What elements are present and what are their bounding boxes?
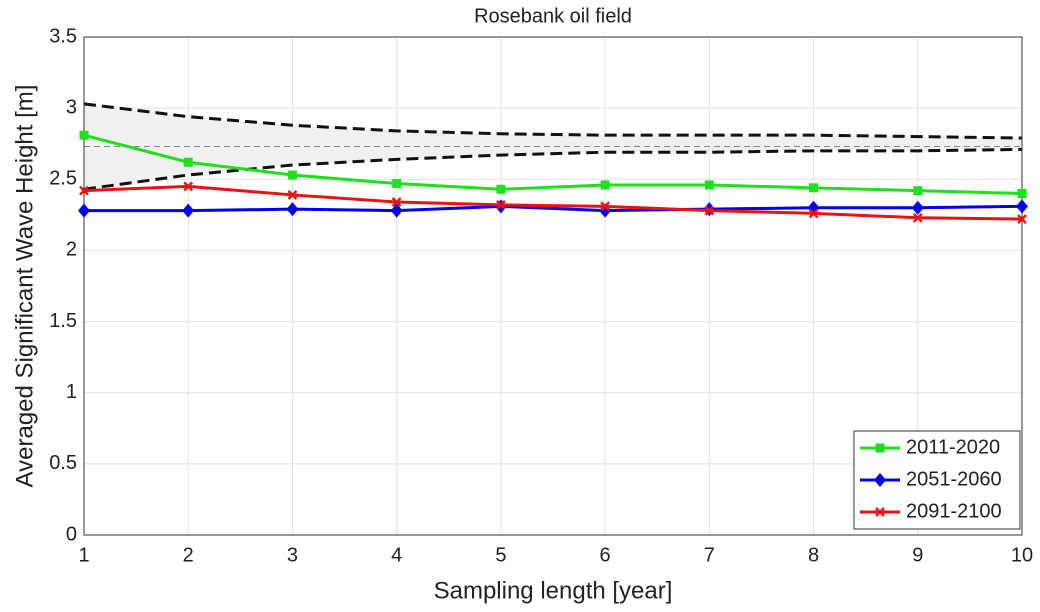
marker — [911, 200, 924, 215]
y-tick-label: 2 — [66, 239, 77, 261]
legend-label: 2091-2100 — [906, 500, 1002, 522]
legend-label: 2011-2020 — [906, 436, 1000, 458]
marker — [78, 203, 90, 218]
y-tick-label: 1 — [66, 381, 77, 403]
marker — [390, 203, 403, 218]
marker — [496, 200, 506, 210]
y-axis-label: Averaged Significant Wave Height [m] — [11, 85, 38, 488]
marker — [182, 203, 195, 218]
legend: 2011-2020 2051-2060 2091-2100 — [853, 430, 1021, 530]
marker — [287, 170, 297, 180]
y-tick-label: 2.5 — [49, 168, 77, 190]
marker — [286, 202, 299, 217]
band-area — [84, 103, 1022, 190]
y-tick-label: 3 — [66, 96, 77, 118]
chart-title: Rosebank oil field — [474, 5, 632, 27]
marker — [287, 190, 298, 200]
legend-marker — [875, 507, 885, 517]
x-tick-label: 4 — [391, 544, 402, 566]
band-bound — [83, 102, 1023, 140]
series-line — [83, 184, 1023, 221]
x-tick-label: 2 — [183, 544, 194, 566]
marker — [1017, 189, 1027, 199]
marker — [79, 130, 89, 140]
x-tick-label: 1 — [78, 544, 89, 566]
x-tick-label: 7 — [704, 544, 715, 566]
x-tick-label: 10 — [1011, 544, 1033, 566]
y-tick-label: 3.5 — [49, 25, 77, 47]
x-tick-label: 3 — [287, 544, 298, 566]
marker — [808, 208, 819, 219]
band-bound — [83, 147, 1023, 191]
x-tick-label: 9 — [912, 544, 923, 566]
legend-marker — [874, 473, 886, 487]
marker — [600, 201, 610, 212]
legend-label: 2051-2060 — [906, 468, 1002, 490]
marker — [1016, 199, 1028, 214]
marker — [496, 184, 506, 194]
marker — [912, 212, 923, 223]
marker — [79, 185, 89, 196]
marker — [600, 180, 610, 190]
y-tick-label: 0.5 — [49, 452, 77, 474]
marker — [183, 157, 193, 167]
marker — [183, 181, 194, 192]
plot-frame — [83, 36, 1023, 536]
series-line — [83, 133, 1023, 196]
legend-marker — [875, 443, 885, 453]
marker — [391, 197, 402, 207]
marker — [913, 186, 923, 196]
y-tick-label: 1.5 — [49, 310, 77, 332]
marker — [392, 179, 402, 189]
x-axis-label: Sampling length [year] — [434, 577, 673, 604]
series-line — [84, 204, 1023, 213]
marker — [704, 180, 714, 190]
y-tick-label: 0 — [66, 523, 77, 545]
x-tick-label: 8 — [808, 544, 819, 566]
x-tick-label: 5 — [495, 544, 506, 566]
marker — [704, 205, 715, 216]
x-tick-label: 6 — [600, 544, 611, 566]
marker — [1017, 214, 1027, 225]
marker — [809, 183, 819, 193]
